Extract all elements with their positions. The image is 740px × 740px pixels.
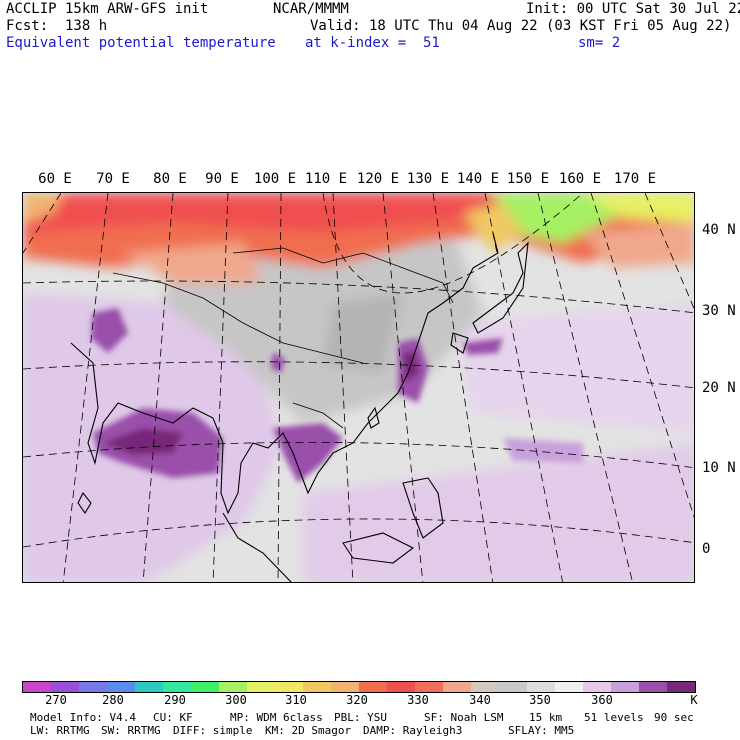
colorbar-swatch	[499, 682, 527, 692]
model-info: KM: 2D Smagor	[265, 724, 352, 737]
colorbar-swatch	[415, 682, 443, 692]
source-label: NCAR/MMMM	[273, 1, 349, 17]
model-info: CU: KF	[153, 711, 193, 724]
lon-label: 130 E	[406, 171, 450, 187]
colorbar-unit: K	[690, 693, 698, 707]
colorbar-swatch	[191, 682, 219, 692]
lon-label: 100 E	[253, 171, 297, 187]
map-field	[23, 193, 694, 582]
colorbar-swatch	[443, 682, 471, 692]
lat-label: 40 N	[702, 222, 736, 238]
colorbar-swatch	[583, 682, 611, 692]
colorbar-swatch	[527, 682, 555, 692]
colorbar-swatch	[331, 682, 359, 692]
lon-label: 90 E	[205, 171, 239, 187]
colorbar-label: 300	[225, 693, 247, 707]
colorbar-label: 320	[346, 693, 368, 707]
model-info: 15 km	[529, 711, 563, 724]
lat-label: 20 N	[702, 380, 736, 396]
colorbar-swatch	[555, 682, 583, 692]
colorbar-swatch	[639, 682, 667, 692]
colorbar-swatch	[23, 682, 51, 692]
colorbar-swatch	[135, 682, 163, 692]
colorbar-swatch	[611, 682, 639, 692]
model-info: PBL: YSU	[334, 711, 387, 724]
level-label: at k-index = 51	[305, 35, 440, 51]
colorbar-swatch	[667, 682, 695, 692]
model-info: DIFF: simple	[173, 724, 253, 737]
lon-label: 80 E	[153, 171, 187, 187]
colorbar-swatch	[387, 682, 415, 692]
plot-title: ACCLIP 15km ARW-GFS init	[6, 1, 209, 17]
colorbar-swatch	[51, 682, 79, 692]
lon-label: 160 E	[558, 171, 602, 187]
colorbar-label: 360	[591, 693, 613, 707]
colorbar	[22, 681, 696, 693]
model-info: Model Info: V4.4	[30, 711, 136, 724]
colorbar-label: 290	[164, 693, 186, 707]
model-info: 51 levels	[584, 711, 644, 724]
colorbar-swatch	[247, 682, 275, 692]
lon-label: 120 E	[356, 171, 400, 187]
colorbar-swatch	[359, 682, 387, 692]
colorbar-swatch	[79, 682, 107, 692]
valid-time: Valid: 18 UTC Thu 04 Aug 22 (03 KST Fri …	[310, 18, 732, 34]
colorbar-swatch	[275, 682, 303, 692]
colorbar-label: 350	[529, 693, 551, 707]
colorbar-swatch	[303, 682, 331, 692]
lon-label: 140 E	[456, 171, 500, 187]
colorbar-label: 310	[285, 693, 307, 707]
lat-label: 0	[702, 541, 711, 557]
colorbar-swatch	[471, 682, 499, 692]
colorbar-label: 330	[407, 693, 429, 707]
colorbar-label: 340	[469, 693, 491, 707]
model-info: SFLAY: MM5	[508, 724, 575, 737]
colorbar-label: 280	[102, 693, 124, 707]
lon-label: 60 E	[38, 171, 72, 187]
lon-label: 150 E	[506, 171, 550, 187]
model-info: MP: WDM 6class	[230, 711, 323, 724]
model-info: SF: Noah LSM	[424, 711, 504, 724]
lon-label: 170 E	[613, 171, 657, 187]
model-info: 90 sec	[654, 711, 694, 724]
colorbar-label: 270	[45, 693, 67, 707]
lon-label: 110 E	[304, 171, 348, 187]
lat-label: 10 N	[702, 460, 736, 476]
lon-label: 70 E	[96, 171, 130, 187]
colorbar-swatch	[163, 682, 191, 692]
lat-label: 30 N	[702, 303, 736, 319]
model-info: LW: RRTMG	[30, 724, 90, 737]
colorbar-swatch	[107, 682, 135, 692]
forecast-hour: Fcst: 138 h	[6, 18, 108, 34]
model-info: SW: RRTMG	[101, 724, 161, 737]
smoothing-label: sm= 2	[578, 35, 621, 51]
field-name: Equivalent potential temperature	[6, 35, 276, 51]
init-time: Init: 00 UTC Sat 30 Jul 22	[526, 1, 740, 17]
map-panel	[22, 192, 695, 583]
model-info: DAMP: Rayleigh3	[363, 724, 463, 737]
colorbar-swatch	[219, 682, 247, 692]
